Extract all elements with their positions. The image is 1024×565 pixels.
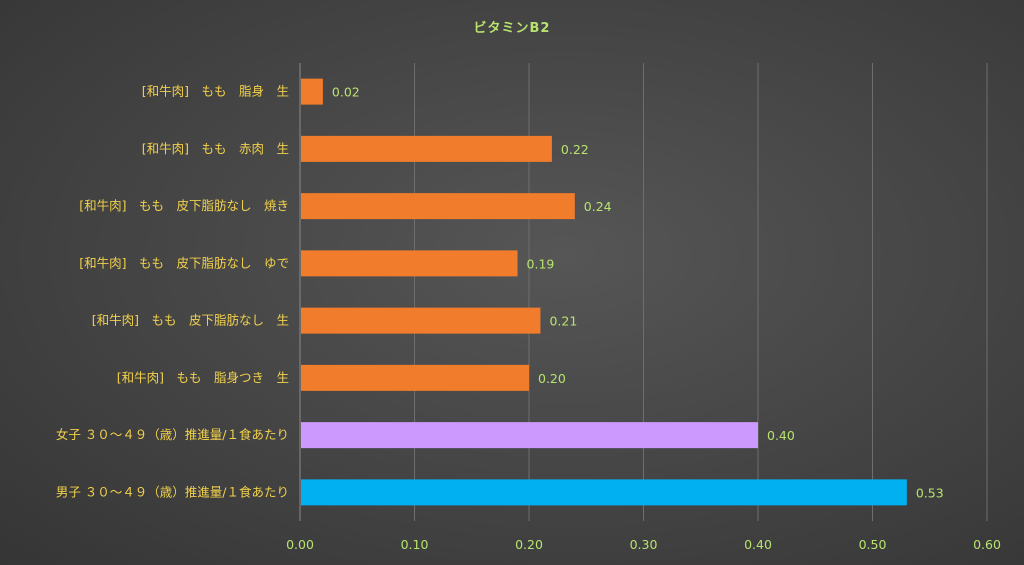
bars: 0.02 0.22 0.24 0.19 0.21 0.20 0.40 0.53 [301, 78, 944, 506]
bar [301, 422, 758, 449]
bar-value-label: 0.22 [561, 142, 589, 157]
category-label: [和牛肉] もも 皮下脂肪なし 生 [92, 313, 289, 328]
category-label: [和牛肉] もも 赤肉 生 [142, 141, 289, 156]
x-tick-label: 0.50 [859, 537, 887, 552]
bar [301, 364, 529, 391]
bar-value-label: 0.24 [584, 199, 612, 214]
bar [301, 78, 323, 105]
x-tick-label: 0.30 [630, 537, 658, 552]
category-labels: [和牛肉] もも 脂身 生 [和牛肉] もも 赤肉 生 [和牛肉] もも 皮下脂肪な… [56, 84, 289, 500]
bar [301, 250, 518, 277]
bar [301, 135, 552, 162]
gridlines [299, 63, 988, 521]
category-label: [和牛肉] もも 脂身つき 生 [117, 370, 289, 385]
chart-title: ビタミンB2 [474, 20, 551, 36]
bar [301, 193, 575, 220]
x-tick-label: 0.20 [515, 537, 543, 552]
category-label: [和牛肉] もも 皮下脂肪なし 焼き [79, 198, 289, 213]
x-tick-label: 0.60 [973, 537, 1001, 552]
x-tick-label: 0.40 [744, 537, 772, 552]
x-axis-ticks: 0.00 0.10 0.20 0.30 0.40 0.50 0.60 [286, 537, 1001, 552]
category-label: 男子 ３０～４９（歳）推進量/１食あたり [56, 484, 289, 499]
bar-value-label: 0.02 [332, 85, 360, 100]
bar-value-label: 0.40 [767, 428, 795, 443]
x-tick-label: 0.00 [286, 537, 314, 552]
category-label: [和牛肉] もも 皮下脂肪なし ゆで [79, 255, 289, 270]
bar-value-label: 0.21 [549, 314, 577, 329]
category-label: 女子 ３０～４９（歳）推進量/１食あたり [56, 427, 289, 442]
bar-value-label: 0.53 [916, 485, 944, 500]
bar-value-label: 0.20 [538, 371, 566, 386]
x-tick-label: 0.10 [401, 537, 429, 552]
bar-value-label: 0.19 [527, 256, 555, 271]
category-label: [和牛肉] もも 脂身 生 [142, 84, 289, 99]
bar [301, 479, 907, 506]
bar [301, 307, 541, 334]
